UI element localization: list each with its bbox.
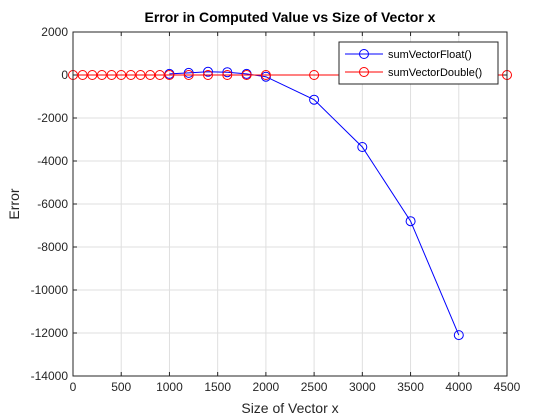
x-tick-label: 4000: [445, 380, 472, 394]
x-tick-label: 3500: [397, 380, 424, 394]
y-axis-label: Error: [6, 188, 22, 219]
y-tick-label: -6000: [37, 197, 68, 211]
x-tick-label: 2000: [253, 380, 280, 394]
y-tick-label: -2000: [37, 111, 68, 125]
x-tick-label: 0: [70, 380, 77, 394]
data-point-sumvectordouble: [309, 70, 320, 80]
legend-label-float: sumVectorFloat(): [388, 49, 472, 61]
data-point-sumvectordouble: [183, 70, 194, 80]
data-point-sumvectorfloat: [222, 67, 233, 78]
data-point-sumvectordouble: [145, 70, 156, 80]
chart-title: Error in Computed Value vs Size of Vecto…: [145, 9, 436, 25]
legend-box: [338, 41, 499, 85]
x-tick-label: 3000: [349, 380, 376, 394]
data-point-sumvectordouble: [203, 70, 213, 80]
data-point-sumvectordouble: [154, 70, 165, 80]
data-point-sumvectorfloat: [357, 142, 368, 152]
x-tick-label: 2500: [301, 380, 328, 394]
y-tick-label: -12000: [31, 326, 69, 340]
data-point-sumvectordouble: [87, 70, 98, 80]
data-point-sumvectorfloat: [309, 94, 320, 105]
data-point-sumvectorfloat: [453, 330, 464, 341]
data-point-sumvectorfloat: [203, 66, 213, 77]
y-tick-label: -14000: [31, 369, 69, 383]
y-tick-label: 0: [61, 68, 68, 82]
legend: sumVectorFloat() sumVectorDouble(): [338, 41, 499, 85]
data-point-sumvectorfloat: [405, 216, 416, 227]
x-tick-label: 1500: [204, 380, 231, 394]
data-point-sumvectordouble: [77, 70, 88, 80]
data-point-sumvectordouble: [106, 70, 117, 80]
data-point-sumvectordouble: [125, 70, 136, 80]
data-point-sumvectordouble: [135, 70, 146, 80]
data-point-sumvectordouble: [116, 70, 127, 80]
data-point-sumvectordouble: [241, 70, 252, 80]
y-tick-label: -4000: [37, 154, 68, 168]
legend-label-double: sumVectorDouble(): [388, 67, 482, 79]
data-point-sumvectordouble: [260, 70, 271, 80]
y-tick-label: -10000: [31, 283, 69, 297]
x-tick-label: 1000: [156, 380, 183, 394]
x-tick-label: 4500: [494, 380, 521, 394]
data-point-sumvectordouble: [96, 70, 107, 80]
x-tick-label: 500: [111, 380, 131, 394]
data-point-sumvectordouble: [164, 70, 175, 80]
legend-marker-double: [359, 67, 369, 77]
legend-marker-float: [359, 49, 369, 59]
x-axis-label: Size of Vector x: [241, 400, 338, 416]
data-point-sumvectordouble: [222, 70, 233, 80]
axis-ticks: 0 500 1000 1500 2000 2500 3000 3500 4000 4500 2000…: [31, 25, 521, 394]
y-tick-label: 2000: [41, 25, 68, 39]
y-tick-label: -8000: [37, 240, 68, 254]
